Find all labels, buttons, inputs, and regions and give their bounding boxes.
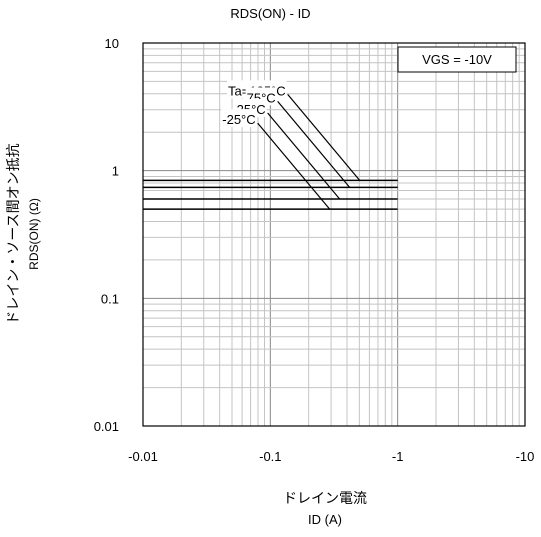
series-leader-line — [277, 100, 351, 188]
series-label-bg — [221, 109, 257, 128]
y-tick-label: 0.1 — [101, 291, 119, 306]
y-tick-label: 0.01 — [94, 419, 119, 434]
legend-text: VGS = -10V — [422, 52, 492, 67]
x-axis-unit: ID (A) — [308, 512, 342, 527]
x-axis-label: ドレイン電流 — [283, 490, 367, 506]
tick-labels: -0.01 -0.1 -1 -10 10 1 0.1 0.01 — [94, 36, 535, 464]
y-tick-label: 10 — [105, 36, 119, 51]
series-leader-line — [287, 93, 361, 181]
series-group: Ta=125°C75°C25°C-25°C — [143, 80, 398, 210]
y-axis-label: ドレイン・ソース間オン抵抗 — [5, 143, 21, 324]
series-leader-line — [267, 112, 341, 200]
x-tick-label: -1 — [392, 449, 404, 464]
chart-title: RDS(ON) - ID — [230, 6, 311, 21]
series-leader-line — [257, 122, 331, 210]
grid-lines — [143, 43, 525, 426]
series-label: -25°C — [222, 112, 255, 127]
x-tick-label: -0.1 — [259, 449, 281, 464]
plot-frame — [142, 42, 526, 427]
x-tick-label: -0.01 — [128, 449, 158, 464]
y-tick-label: 1 — [112, 164, 119, 179]
x-tick-label: -10 — [516, 449, 535, 464]
y-axis-unit: RDS(ON) (Ω) — [27, 198, 41, 270]
legend-box: VGS = -10V — [397, 46, 517, 73]
